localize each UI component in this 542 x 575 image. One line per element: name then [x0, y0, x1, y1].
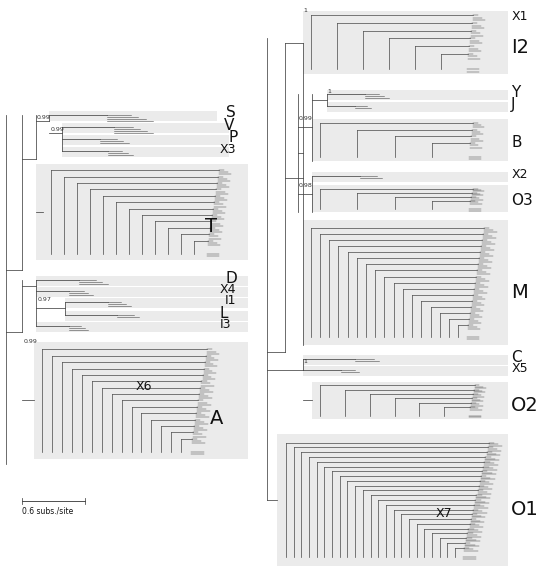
- Text: O1: O1: [511, 500, 539, 519]
- Bar: [277, 434, 508, 566]
- Text: O2: O2: [511, 396, 539, 415]
- Text: Y: Y: [511, 86, 520, 101]
- Text: X1: X1: [511, 10, 528, 23]
- Text: B: B: [511, 135, 522, 150]
- Text: M: M: [511, 283, 528, 302]
- Text: C: C: [511, 350, 522, 365]
- Text: 0.99: 0.99: [50, 126, 64, 132]
- Bar: [312, 186, 508, 212]
- Bar: [302, 12, 508, 74]
- Text: L: L: [220, 306, 228, 321]
- Text: 1: 1: [327, 89, 332, 94]
- Text: I3: I3: [220, 319, 231, 331]
- Bar: [49, 111, 217, 121]
- Text: 0.6 subs./site: 0.6 subs./site: [22, 507, 74, 515]
- Bar: [327, 102, 508, 112]
- Bar: [62, 123, 229, 133]
- Text: 0.99: 0.99: [23, 339, 37, 344]
- Text: X7: X7: [436, 507, 453, 520]
- Text: 0.99: 0.99: [299, 116, 313, 121]
- Text: 0.97: 0.97: [38, 297, 51, 302]
- Bar: [36, 276, 248, 286]
- Text: 0.98: 0.98: [299, 183, 313, 188]
- Bar: [312, 119, 508, 160]
- Text: X2: X2: [511, 168, 528, 181]
- Bar: [64, 298, 248, 308]
- Text: X3: X3: [220, 143, 236, 156]
- Bar: [36, 287, 248, 297]
- Text: P: P: [228, 130, 237, 145]
- Text: T: T: [205, 217, 217, 236]
- Text: V: V: [224, 118, 235, 133]
- Bar: [327, 90, 508, 100]
- Text: 1: 1: [304, 359, 307, 364]
- Bar: [302, 366, 508, 375]
- Text: D: D: [225, 271, 237, 286]
- Bar: [34, 342, 248, 459]
- Text: X4: X4: [220, 283, 236, 297]
- Bar: [302, 220, 508, 345]
- Text: O3: O3: [511, 193, 533, 208]
- Bar: [36, 164, 248, 260]
- Bar: [62, 135, 229, 145]
- Text: X6: X6: [136, 380, 152, 393]
- Text: 1: 1: [304, 8, 307, 13]
- Text: 0.99: 0.99: [37, 115, 50, 120]
- Bar: [62, 147, 229, 156]
- Bar: [312, 171, 508, 182]
- Text: A: A: [210, 409, 223, 428]
- Text: S: S: [226, 105, 236, 120]
- Bar: [302, 355, 508, 365]
- Bar: [64, 311, 248, 321]
- Text: I1: I1: [225, 294, 237, 308]
- Bar: [36, 322, 248, 332]
- Text: J: J: [511, 97, 516, 112]
- Text: X5: X5: [511, 362, 528, 375]
- Text: I2: I2: [511, 38, 529, 57]
- Bar: [312, 382, 508, 419]
